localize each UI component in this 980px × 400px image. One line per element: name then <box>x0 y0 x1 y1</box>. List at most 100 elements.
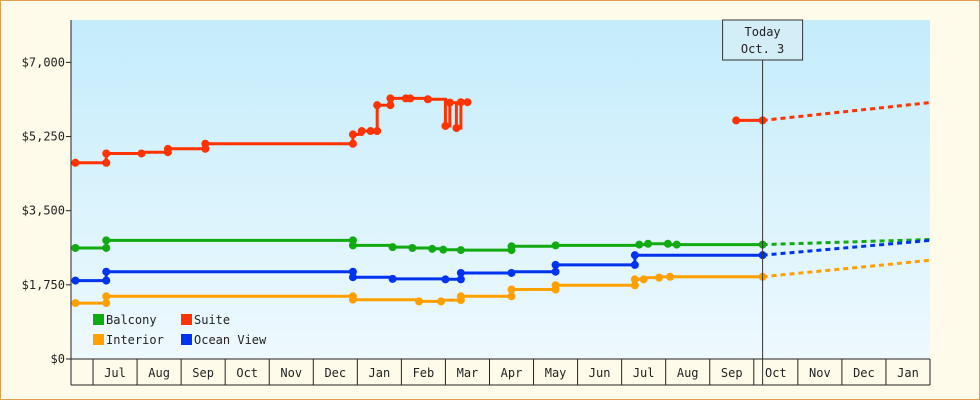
x-tick-label: Aug <box>677 366 699 380</box>
series-suite-point <box>463 98 472 107</box>
series-balcony-point <box>439 245 448 254</box>
series-interior-point <box>102 299 111 308</box>
series-suite-point <box>102 158 111 167</box>
series-suite-point <box>137 149 146 158</box>
series-ocean-view-point <box>551 267 560 276</box>
plot-area <box>71 20 930 359</box>
legend-swatch <box>181 334 192 345</box>
series-interior-point <box>437 297 446 306</box>
series-balcony-point <box>388 243 397 252</box>
series-suite-point <box>373 101 382 110</box>
series-balcony-point <box>672 240 681 249</box>
series-suite-point <box>386 101 395 110</box>
x-tick-label: Jun <box>589 366 611 380</box>
series-ocean-view-point <box>388 274 397 283</box>
series-suite-point <box>201 139 210 148</box>
series-suite-point <box>102 149 111 158</box>
legend-label: Suite <box>194 313 230 327</box>
series-interior-point <box>102 292 111 301</box>
series-ocean-view-point <box>630 260 639 269</box>
series-ocean-view-point <box>102 267 111 276</box>
x-tick-label: Dec <box>853 366 875 380</box>
series-balcony-point <box>635 240 644 249</box>
series-balcony-projection <box>762 238 931 247</box>
series-ocean-view-point <box>348 273 357 282</box>
x-tick-label: Oct <box>236 366 258 380</box>
series-interior-point <box>507 285 516 294</box>
series-ocean-view-point <box>348 267 357 276</box>
x-tick-label: Apr <box>501 366 523 380</box>
series-suite-point <box>163 144 172 153</box>
series-suite-point <box>406 94 415 103</box>
series-suite-point <box>348 139 357 148</box>
y-tick-label: $0 <box>51 352 65 366</box>
series-suite-point <box>357 127 366 136</box>
series-ocean-view-point <box>551 260 560 269</box>
x-tick-label: Sep <box>721 366 743 380</box>
today-box <box>722 19 804 61</box>
series-interior-point <box>655 273 664 282</box>
series-interior-projection <box>762 258 931 279</box>
series-interior-point <box>71 299 80 308</box>
x-tick-label: Jan <box>369 366 391 380</box>
series-suite-point <box>441 121 450 130</box>
series-balcony-point <box>408 243 417 252</box>
y-tick-label: $5,250 <box>22 130 65 144</box>
series-interior-point <box>507 292 516 301</box>
series-balcony-point <box>456 246 465 255</box>
series-interior-point <box>348 295 357 304</box>
series-suite-point <box>386 94 395 103</box>
series-ocean-view-projection <box>762 238 931 257</box>
series-interior-point <box>630 281 639 290</box>
series-ocean-view-point <box>71 276 80 285</box>
today-label: Today <box>745 25 781 39</box>
series-interior-point <box>639 275 648 284</box>
series-suite-point <box>423 95 432 104</box>
series-ocean-view-point <box>102 276 111 285</box>
x-tick-label: Aug <box>148 366 170 380</box>
legend-label: Ocean View <box>194 333 267 347</box>
x-tick-label: Mar <box>457 366 479 380</box>
x-tick-label: Jul <box>633 366 655 380</box>
series-interior-point <box>630 275 639 284</box>
series-ocean-view-point <box>507 268 516 277</box>
series-interior-point <box>666 272 675 281</box>
x-tick-label: Nov <box>809 366 831 380</box>
series-suite-point <box>71 158 80 167</box>
y-tick-label: $3,500 <box>22 204 65 218</box>
today-date: Oct. 3 <box>741 42 784 56</box>
legend-label: Balcony <box>106 313 157 327</box>
series-balcony-point <box>102 243 111 252</box>
series-balcony-point <box>71 243 80 252</box>
series-interior-point <box>415 297 424 306</box>
series-ocean-view-point <box>456 275 465 284</box>
x-tick-label: Dec <box>324 366 346 380</box>
series-balcony-point <box>551 241 560 250</box>
series-suite-point <box>452 124 461 133</box>
x-tick-label: May <box>545 366 567 380</box>
series-ocean-view-point <box>456 268 465 277</box>
y-tick-label: $1,750 <box>22 278 65 292</box>
series-ocean-view-point <box>630 251 639 260</box>
legend-swatch <box>93 314 104 325</box>
series-suite-point <box>366 127 375 136</box>
series-balcony-point <box>348 241 357 250</box>
series-balcony-point <box>428 244 437 253</box>
series-balcony-point <box>102 236 111 245</box>
x-tick-label: Feb <box>413 366 435 380</box>
series-suite-point <box>373 127 382 136</box>
series-suite-projection <box>762 101 931 122</box>
series-suite-point <box>348 130 357 139</box>
legend-swatch <box>181 314 192 325</box>
x-tick-label: Nov <box>280 366 302 380</box>
x-tick-label: Jan <box>897 366 919 380</box>
series-balcony-point <box>663 239 672 248</box>
series-suite-point <box>456 98 465 107</box>
x-tick-label: Jul <box>104 366 126 380</box>
series-interior-point <box>551 281 560 290</box>
series-ocean-view-line <box>75 253 763 283</box>
series-suite-point <box>732 116 741 125</box>
series-balcony-point <box>507 242 516 251</box>
legend-swatch <box>93 334 104 345</box>
